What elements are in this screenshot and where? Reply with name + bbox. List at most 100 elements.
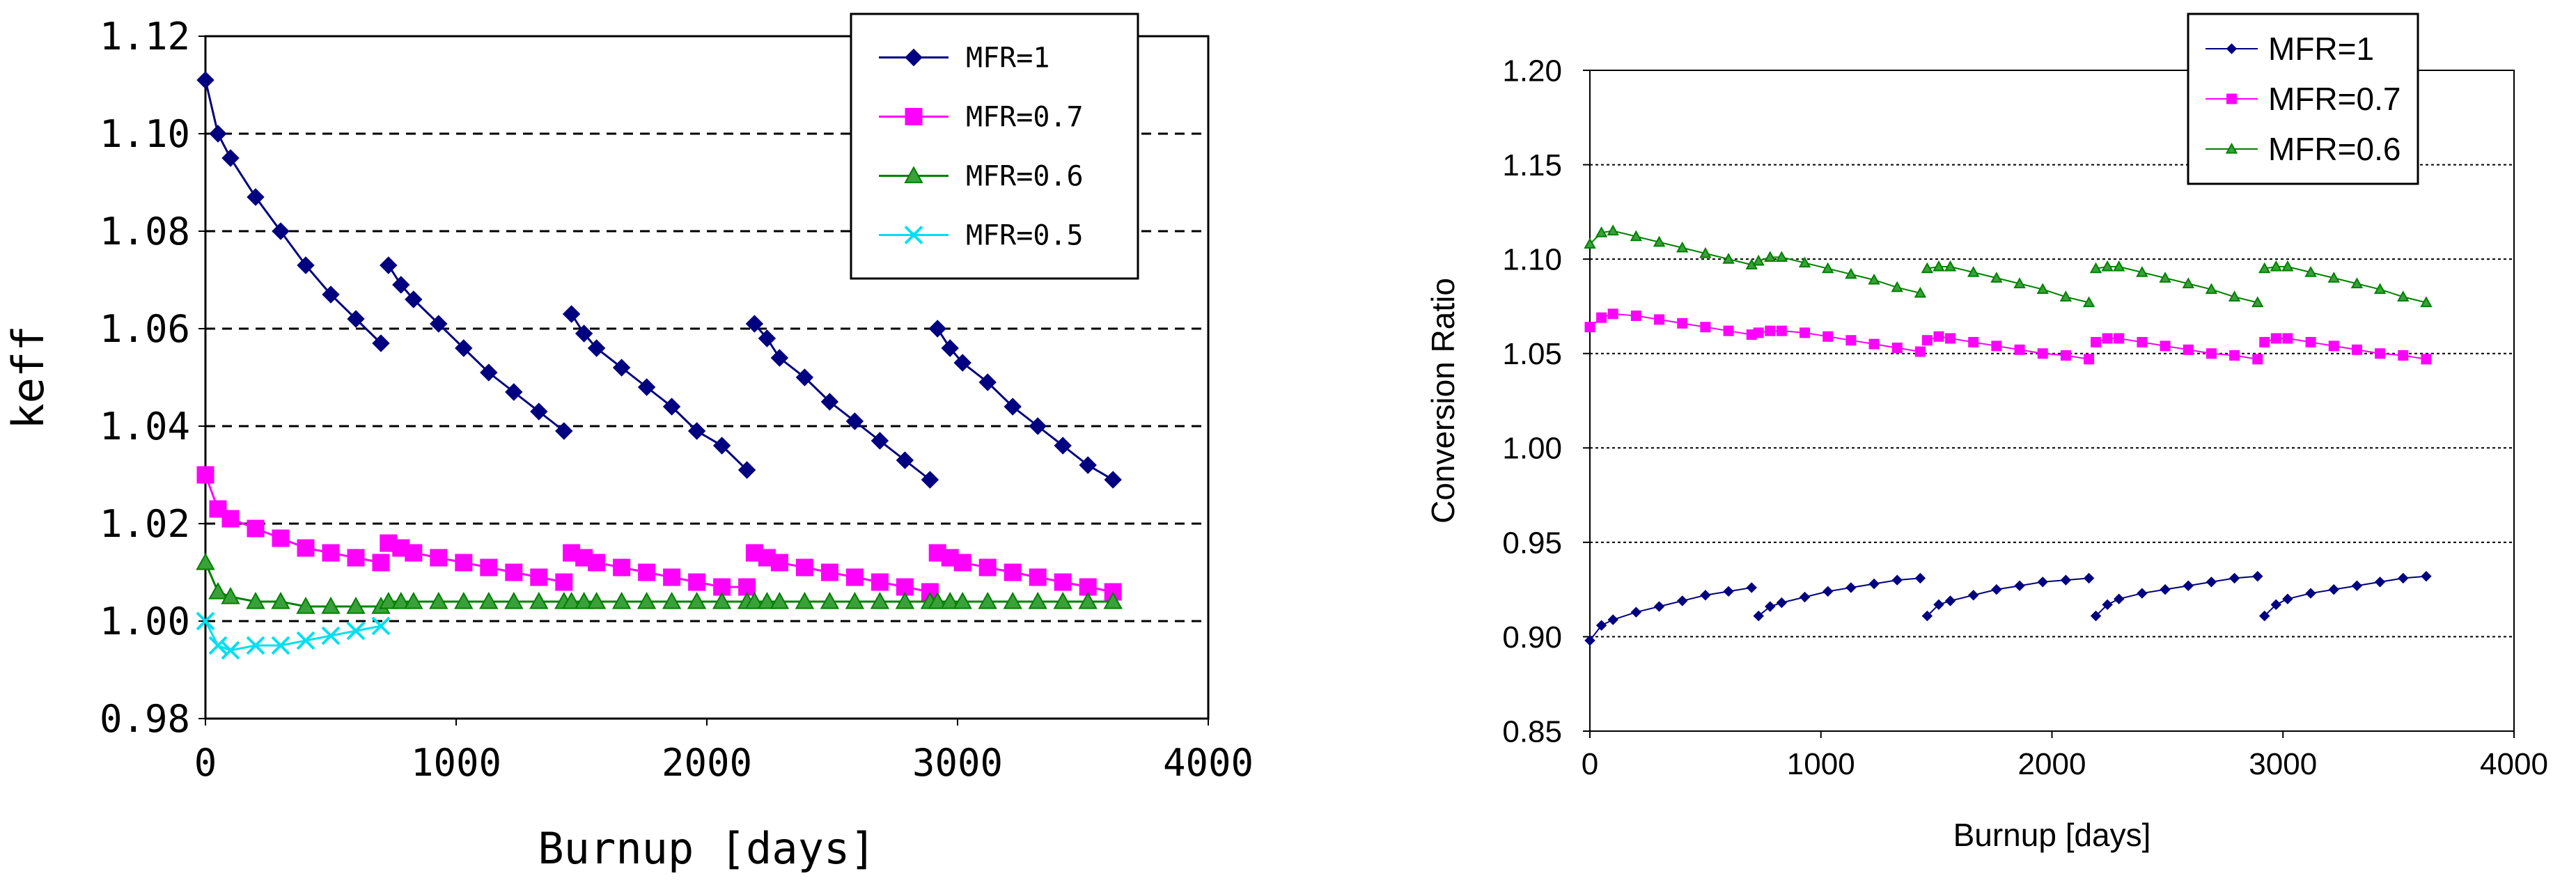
- data-point: [1630, 606, 1642, 618]
- data-point: [2036, 283, 2049, 295]
- data-point: [1596, 312, 1607, 323]
- data-point: [737, 461, 756, 479]
- data-point: [941, 339, 959, 357]
- data-point: [208, 581, 228, 600]
- data-point: [530, 568, 548, 586]
- data-point: [1029, 568, 1047, 586]
- data-point: [479, 591, 499, 609]
- data-point: [221, 149, 240, 167]
- data-point: [271, 636, 290, 655]
- y-tick-label: 1.10: [100, 112, 190, 156]
- data-point: [921, 471, 939, 489]
- data-point: [196, 552, 215, 570]
- data-point: [529, 591, 549, 609]
- data-point: [530, 402, 548, 421]
- data-point: [1653, 601, 1665, 612]
- data-point: [555, 573, 573, 591]
- data-point: [1799, 591, 1811, 603]
- data-point: [612, 359, 631, 377]
- data-point: [405, 544, 423, 562]
- data-point: [1699, 246, 1712, 258]
- data-point: [2305, 588, 2316, 599]
- data-point: [405, 290, 423, 308]
- data-point: [1868, 338, 1880, 350]
- data-point: [2281, 260, 2294, 272]
- legend-label: MFR=0.7: [966, 102, 1084, 134]
- data-point: [2082, 296, 2095, 308]
- data-point: [2421, 570, 2432, 582]
- data-point: [2014, 580, 2025, 591]
- data-point: [1723, 586, 1734, 597]
- data-point: [2420, 296, 2433, 308]
- x-tick-label: 3000: [2249, 747, 2317, 781]
- data-point: [346, 621, 366, 641]
- data-point: [2091, 336, 2102, 347]
- data-point: [1607, 308, 1618, 320]
- data-point: [2102, 599, 2113, 611]
- data-point: [1003, 591, 1022, 609]
- data-point: [505, 383, 523, 401]
- legend-label: MFR=0.6: [2268, 131, 2401, 167]
- data-point: [1595, 226, 1608, 237]
- data-point: [2251, 296, 2264, 308]
- data-point: [1775, 251, 1788, 263]
- data-point: [1584, 237, 1596, 249]
- data-point: [296, 631, 315, 650]
- y-tick-label: 1.00: [1502, 432, 1562, 466]
- data-point: [795, 558, 813, 577]
- data-point: [2270, 599, 2282, 611]
- data-point: [247, 519, 265, 538]
- data-point: [1004, 398, 1022, 416]
- data-point: [430, 315, 448, 333]
- data-point: [196, 466, 214, 484]
- data-point: [1676, 595, 1688, 606]
- data-point: [1677, 318, 1688, 329]
- data-point: [297, 539, 315, 557]
- data-point: [2159, 272, 2171, 283]
- data-point: [404, 591, 423, 609]
- data-point: [429, 591, 448, 609]
- data-point: [1764, 251, 1777, 263]
- data-point: [1584, 635, 1595, 646]
- data-point: [757, 591, 777, 609]
- data-point: [1990, 272, 2003, 283]
- data-point: [687, 591, 707, 609]
- data-point: [221, 641, 240, 660]
- data-point: [2374, 577, 2386, 588]
- data-point: [2137, 336, 2148, 347]
- data-point: [688, 573, 706, 591]
- data-point: [940, 591, 960, 609]
- data-point: [247, 188, 265, 206]
- data-point: [795, 368, 814, 386]
- data-point: [2270, 260, 2282, 272]
- y-tick-label: 1.06: [100, 307, 190, 351]
- x-axis-title: Burnup [days]: [1953, 817, 2151, 853]
- data-point: [1595, 620, 1607, 631]
- y-axis-title: keff: [3, 325, 54, 429]
- data-point: [663, 568, 681, 586]
- data-point: [687, 422, 706, 440]
- y-tick-label: 1.12: [100, 15, 190, 58]
- legend: MFR=1 MFR=0.7 MFR=0.6: [2187, 13, 2419, 185]
- data-point: [1700, 322, 1711, 333]
- data-point: [820, 591, 840, 609]
- data-point: [1845, 335, 1857, 346]
- y-tick-label: 1.08: [100, 210, 190, 253]
- data-point: [638, 563, 656, 581]
- data-point: [2258, 262, 2271, 274]
- data-point: [1798, 256, 1811, 268]
- data-point: [820, 393, 839, 411]
- x-axis-title: Burnup [days]: [538, 823, 875, 874]
- data-point: [455, 554, 473, 572]
- data-point: [1053, 591, 1072, 609]
- data-point: [2101, 260, 2114, 272]
- series-mfr-0-6: [1584, 224, 2433, 308]
- y-tick-label: 1.00: [100, 600, 190, 643]
- legend-label: MFR=1: [966, 42, 1049, 75]
- data-point: [272, 222, 290, 240]
- data-point: [1944, 595, 1956, 606]
- data-point: [978, 373, 997, 391]
- y-tick-label: 0.98: [100, 697, 190, 741]
- data-point: [504, 591, 524, 609]
- data-point: [209, 125, 227, 143]
